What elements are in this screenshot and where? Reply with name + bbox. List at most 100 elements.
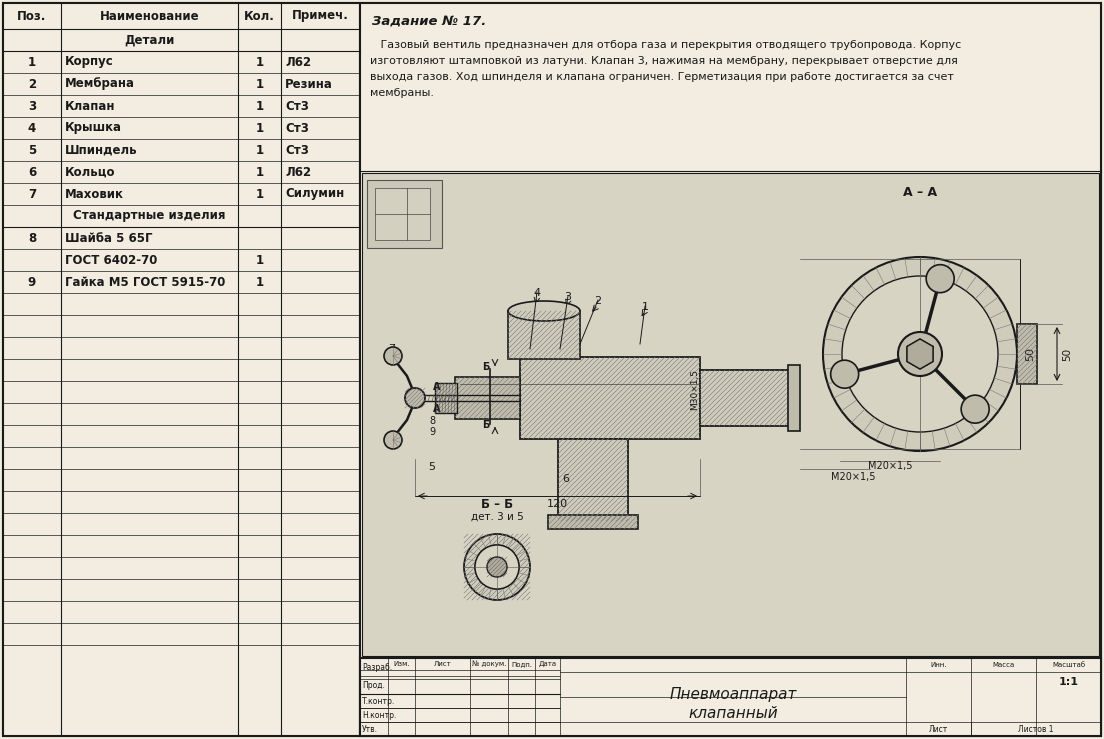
Text: Ст3: Ст3 xyxy=(285,143,309,157)
Text: Лист: Лист xyxy=(434,661,452,667)
Text: Инн.: Инн. xyxy=(931,662,947,668)
Bar xyxy=(548,515,638,529)
Bar xyxy=(362,173,1098,656)
Bar xyxy=(558,439,628,521)
Text: 9: 9 xyxy=(429,427,435,437)
Text: А: А xyxy=(433,404,440,414)
Text: Разраб.: Разраб. xyxy=(362,662,392,672)
Bar xyxy=(520,357,700,439)
Text: Л62: Л62 xyxy=(285,166,311,179)
Text: А: А xyxy=(433,382,440,392)
Text: мембраны.: мембраны. xyxy=(370,88,434,98)
Text: Л62: Л62 xyxy=(285,55,311,69)
Text: 50: 50 xyxy=(1062,347,1072,361)
Text: Гайка М5 ГОСТ 5915-70: Гайка М5 ГОСТ 5915-70 xyxy=(65,276,225,288)
Text: Листов 1: Листов 1 xyxy=(1018,724,1053,734)
Circle shape xyxy=(475,545,519,589)
Text: 120: 120 xyxy=(546,499,569,509)
Text: 4: 4 xyxy=(28,121,36,134)
Circle shape xyxy=(475,545,519,589)
Ellipse shape xyxy=(508,301,580,321)
Text: Задание № 17.: Задание № 17. xyxy=(372,15,486,27)
Bar xyxy=(367,180,442,248)
Text: Мембрана: Мембрана xyxy=(65,78,135,90)
Text: М20×1,5: М20×1,5 xyxy=(830,472,875,482)
Circle shape xyxy=(830,360,859,388)
Text: № докум.: № докум. xyxy=(471,661,507,667)
Text: 3: 3 xyxy=(564,292,572,302)
Text: 1: 1 xyxy=(255,143,264,157)
Text: 2: 2 xyxy=(594,296,602,306)
Text: 3: 3 xyxy=(28,100,36,112)
Text: 4: 4 xyxy=(533,288,541,298)
Text: Маховик: Маховик xyxy=(65,188,124,200)
Bar xyxy=(360,3,1101,736)
Circle shape xyxy=(384,431,402,449)
Circle shape xyxy=(464,534,530,600)
Text: Шайба 5 65Г: Шайба 5 65Г xyxy=(65,231,152,245)
Text: 1: 1 xyxy=(255,188,264,200)
Text: Масштаб: Масштаб xyxy=(1052,662,1085,668)
Text: Пневмоаппарат: Пневмоаппарат xyxy=(669,687,797,701)
Text: 1: 1 xyxy=(255,253,264,267)
Circle shape xyxy=(898,332,942,376)
Circle shape xyxy=(487,557,507,577)
Text: Т.контр.: Т.контр. xyxy=(362,696,395,706)
Text: 9: 9 xyxy=(28,276,36,288)
Text: 8: 8 xyxy=(28,231,36,245)
Bar xyxy=(700,370,790,426)
Text: 1: 1 xyxy=(255,276,264,288)
Text: ГОСТ 6402-70: ГОСТ 6402-70 xyxy=(65,253,158,267)
Text: Масса: Масса xyxy=(992,662,1015,668)
Text: 2: 2 xyxy=(28,78,36,90)
Text: Дата: Дата xyxy=(539,661,556,667)
Text: Б: Б xyxy=(482,362,490,372)
Text: Стандартные изделия: Стандартные изделия xyxy=(73,209,225,222)
Text: Наименование: Наименование xyxy=(99,10,200,22)
Text: Кольцо: Кольцо xyxy=(65,166,116,179)
Circle shape xyxy=(822,257,1017,451)
Text: Ст3: Ст3 xyxy=(285,100,309,112)
Bar xyxy=(435,383,457,413)
Text: 1:1: 1:1 xyxy=(1059,677,1079,687)
Text: 1: 1 xyxy=(255,100,264,112)
Text: Утв.: Утв. xyxy=(362,724,378,734)
Text: Кол.: Кол. xyxy=(244,10,275,22)
Bar xyxy=(508,311,580,359)
Text: 1: 1 xyxy=(255,166,264,179)
Text: М30×1,5: М30×1,5 xyxy=(690,369,700,409)
Text: Ст3: Ст3 xyxy=(285,121,309,134)
Text: Силумин: Силумин xyxy=(285,188,344,200)
Text: 8: 8 xyxy=(429,416,435,426)
Text: 1: 1 xyxy=(255,55,264,69)
Text: Б: Б xyxy=(482,420,490,430)
Circle shape xyxy=(926,265,954,293)
Text: 1: 1 xyxy=(28,55,36,69)
Bar xyxy=(3,3,360,736)
Text: Подп.: Подп. xyxy=(511,661,532,667)
Text: 7: 7 xyxy=(28,188,36,200)
Text: Изм.: Изм. xyxy=(393,661,410,667)
Text: 6: 6 xyxy=(563,474,570,484)
Text: 5: 5 xyxy=(428,462,435,472)
Text: А – А: А – А xyxy=(903,186,937,200)
Text: Корпус: Корпус xyxy=(65,55,114,69)
Text: Н.контр.: Н.контр. xyxy=(362,710,396,720)
Text: М20×1,5: М20×1,5 xyxy=(868,461,912,471)
Text: Прод.: Прод. xyxy=(362,681,385,689)
Bar xyxy=(375,188,429,240)
Text: 1: 1 xyxy=(641,302,648,312)
Text: Клапан: Клапан xyxy=(65,100,116,112)
Text: Лист: Лист xyxy=(928,724,948,734)
Text: Крышка: Крышка xyxy=(65,121,123,134)
Text: Газовый вентиль предназначен для отбора газа и перекрытия отводящего трубопровод: Газовый вентиль предназначен для отбора … xyxy=(370,40,962,50)
Text: 1: 1 xyxy=(255,121,264,134)
Text: выхода газов. Ход шпинделя и клапана ограничен. Герметизация при работе достигае: выхода газов. Ход шпинделя и клапана огр… xyxy=(370,72,954,82)
Bar xyxy=(455,377,520,419)
Text: Шпиндель: Шпиндель xyxy=(65,143,138,157)
Text: 1: 1 xyxy=(255,78,264,90)
Text: Б – Б: Б – Б xyxy=(481,497,513,511)
Circle shape xyxy=(384,347,402,365)
Text: Резина: Резина xyxy=(285,78,333,90)
Text: клапанный: клапанный xyxy=(688,706,778,721)
